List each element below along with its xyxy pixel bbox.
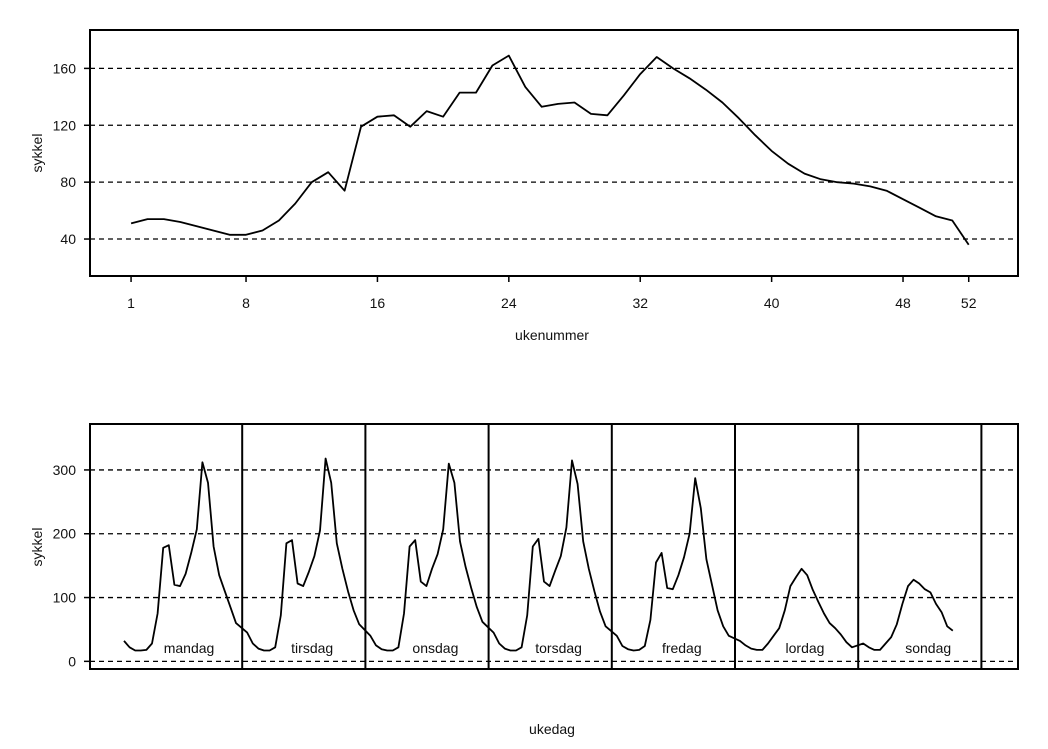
daily-y-tick-label: 200: [53, 526, 77, 542]
day-label: torsdag: [535, 640, 582, 656]
daily-gridlines: [90, 469, 1018, 662]
daily-y-tick-label: 300: [53, 462, 77, 478]
weekly-x-tick-label: 32: [632, 295, 648, 311]
day-label: mandag: [164, 640, 215, 656]
weekly-chart: 1 8 16 24 32 40 48 52 40 80 120 160 ukenummer sykk…: [29, 29, 1019, 343]
day-label: onsdag: [412, 640, 458, 656]
weekly-x-tick-label: 16: [370, 295, 386, 311]
weekly-x-tick-label: 40: [764, 295, 780, 311]
weekly-y-axis-label: sykkel: [29, 134, 45, 173]
day-label: fredag: [662, 640, 702, 656]
weekly-x-tick-label: 8: [242, 295, 250, 311]
daily-y-axis-label: sykkel: [29, 528, 45, 567]
day-separators: [241, 424, 983, 669]
weekly-series-line: [130, 54, 970, 246]
daily-chart: mandag tirsdag onsdag torsdag fredag lordag so…: [29, 423, 1019, 737]
daily-plot-frame: [89, 423, 1019, 670]
weekly-gridlines: [90, 67, 1018, 240]
day-label: tirsdag: [291, 640, 333, 656]
weekly-x-tick-label: 48: [895, 295, 911, 311]
weekly-x-axis-label: ukenummer: [515, 327, 589, 343]
day-label: sondag: [905, 640, 951, 656]
weekly-y-tick-label: 160: [53, 60, 77, 76]
weekly-y-tick-labels: 40 80 120 160: [53, 60, 90, 247]
weekly-x-tick-labels: 1 8 16 24 32 40 48 52: [127, 276, 977, 311]
daily-y-tick-labels: 0 100 200 300: [53, 462, 90, 669]
daily-y-tick-label: 100: [53, 590, 77, 606]
daily-x-axis-label: ukedag: [529, 721, 575, 737]
weekly-y-tick-label: 80: [60, 174, 76, 190]
weekly-y-tick-label: 40: [60, 231, 76, 247]
daily-y-tick-label: 0: [68, 653, 76, 669]
weekly-y-tick-label: 120: [53, 117, 77, 133]
day-labels: mandag tirsdag onsdag torsdag fredag lordag so…: [164, 640, 951, 656]
weekly-x-tick-label: 52: [961, 295, 977, 311]
day-label: lordag: [786, 640, 825, 656]
weekly-plot-frame: [89, 29, 1019, 277]
daily-series-line: [123, 457, 954, 652]
weekly-x-tick-label: 24: [501, 295, 517, 311]
weekly-x-tick-label: 1: [127, 295, 135, 311]
